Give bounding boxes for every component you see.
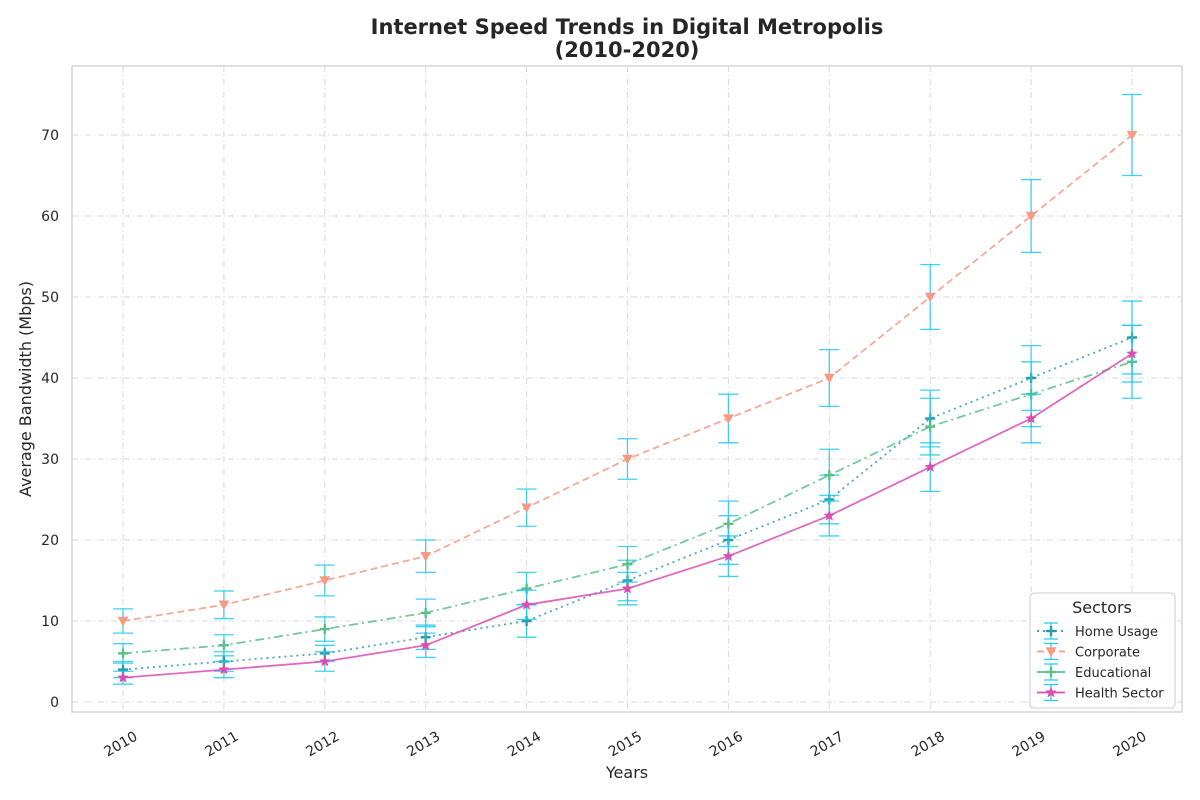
data-point	[420, 607, 431, 618]
data-point	[319, 624, 330, 635]
data-point	[622, 454, 633, 465]
data-point	[621, 582, 634, 594]
legend-label: Corporate	[1075, 646, 1140, 661]
data-point	[723, 518, 734, 529]
y-axis-ticks: 0 10 20 30 40 50 60 70	[41, 128, 59, 711]
y-tick-label: 20	[41, 533, 59, 549]
y-tick-label: 40	[41, 371, 59, 387]
legend-label: Educational	[1075, 666, 1151, 681]
data-point	[117, 671, 129, 683]
data-point	[117, 616, 129, 627]
legend-label: Home Usage	[1075, 625, 1158, 640]
legend: Sectors Home Usage Corporate Educational He…	[1029, 592, 1176, 709]
data-point	[217, 663, 230, 675]
data-point	[419, 639, 432, 651]
data-point	[924, 460, 937, 473]
data-point	[823, 373, 835, 384]
data-point	[1025, 211, 1037, 222]
legend-marker	[1045, 647, 1057, 658]
data-point	[722, 414, 734, 425]
data-point	[420, 551, 432, 562]
data-point	[722, 549, 735, 562]
y-tick-label: 60	[41, 209, 59, 225]
y-tick-label: 0	[50, 695, 59, 711]
x-axis-label: Years	[605, 763, 648, 782]
data-point	[319, 576, 331, 587]
legend-label: Health Sector	[1075, 687, 1164, 702]
legend-items: Home Usage Corporate Educational Health Sec…	[1037, 622, 1164, 702]
legend-title: Sectors	[1072, 598, 1132, 617]
data-point	[924, 292, 936, 303]
legend-item-home-usage: Home Usage	[1037, 622, 1158, 640]
data-point	[925, 421, 936, 432]
series-corporate	[113, 93, 1142, 634]
y-tick-label: 10	[41, 614, 59, 630]
series-layer	[113, 93, 1142, 685]
legend-item-health-sector: Health Sector	[1037, 683, 1164, 702]
legend-marker	[1046, 667, 1056, 677]
y-tick-label: 50	[41, 290, 59, 306]
legend-marker	[1045, 686, 1057, 698]
y-axis-label: Average Bandwidth (Mbps)	[16, 281, 35, 497]
chart-subtitle: (2010-2020)	[555, 38, 700, 62]
y-tick-label: 30	[41, 452, 59, 468]
data-point	[318, 655, 331, 667]
legend-marker	[1046, 626, 1056, 636]
data-point	[824, 470, 835, 481]
data-point	[118, 648, 128, 659]
legend-item-educational: Educational	[1037, 663, 1151, 681]
series-health-sector	[113, 324, 1142, 685]
data-point	[622, 559, 633, 570]
series-line	[122, 336, 1133, 671]
data-point	[823, 509, 836, 521]
data-point	[1126, 347, 1138, 359]
data-point	[521, 503, 533, 514]
data-point	[520, 598, 533, 610]
data-point	[218, 640, 229, 651]
legend-box	[1029, 592, 1176, 709]
y-tick-label: 70	[41, 128, 59, 144]
data-point	[218, 600, 230, 611]
legend-item-corporate: Corporate	[1037, 642, 1140, 661]
chart-title: Internet Speed Trends in Digital Metropo…	[371, 15, 884, 39]
data-point	[1025, 412, 1038, 424]
data-point	[1126, 130, 1138, 141]
